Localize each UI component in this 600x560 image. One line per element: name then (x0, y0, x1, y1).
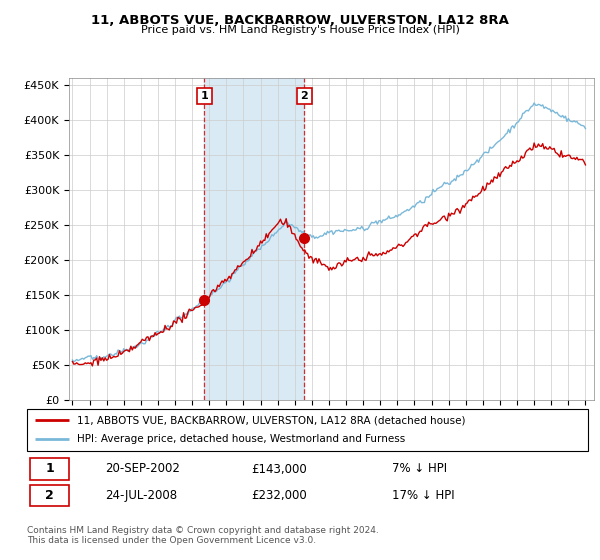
FancyBboxPatch shape (30, 486, 69, 506)
FancyBboxPatch shape (30, 459, 69, 479)
Text: 24-JUL-2008: 24-JUL-2008 (106, 489, 178, 502)
Text: 20-SEP-2002: 20-SEP-2002 (106, 463, 181, 475)
Text: 1: 1 (45, 463, 54, 475)
Text: 7% ↓ HPI: 7% ↓ HPI (392, 463, 447, 475)
Text: 1: 1 (200, 91, 208, 101)
Text: Contains HM Land Registry data © Crown copyright and database right 2024.: Contains HM Land Registry data © Crown c… (27, 526, 379, 535)
Text: HPI: Average price, detached house, Westmorland and Furness: HPI: Average price, detached house, West… (77, 435, 406, 445)
Text: 11, ABBOTS VUE, BACKBARROW, ULVERSTON, LA12 8RA (detached house): 11, ABBOTS VUE, BACKBARROW, ULVERSTON, L… (77, 415, 466, 425)
Text: 11, ABBOTS VUE, BACKBARROW, ULVERSTON, LA12 8RA: 11, ABBOTS VUE, BACKBARROW, ULVERSTON, L… (91, 14, 509, 27)
FancyBboxPatch shape (27, 409, 588, 451)
Text: This data is licensed under the Open Government Licence v3.0.: This data is licensed under the Open Gov… (27, 536, 316, 545)
Text: £232,000: £232,000 (251, 489, 307, 502)
Bar (205, 78, 304, 400)
Text: 2: 2 (301, 91, 308, 101)
Text: £143,000: £143,000 (251, 463, 307, 475)
Text: 2: 2 (45, 489, 54, 502)
Text: Price paid vs. HM Land Registry's House Price Index (HPI): Price paid vs. HM Land Registry's House … (140, 25, 460, 35)
Text: 17% ↓ HPI: 17% ↓ HPI (392, 489, 454, 502)
